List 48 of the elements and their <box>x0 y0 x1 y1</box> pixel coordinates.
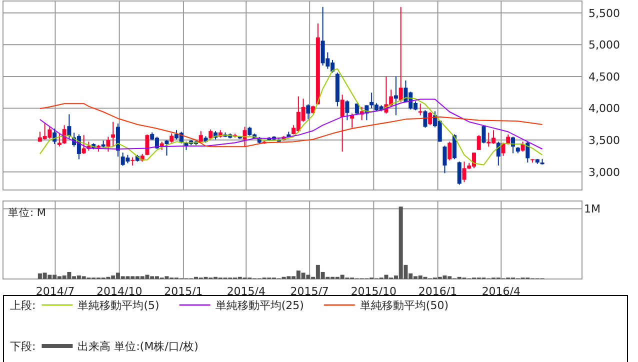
candlestick <box>354 103 359 116</box>
legend-label: 単純移動平均(50) <box>360 298 448 312</box>
y-tick-label: 5,500 <box>588 6 620 20</box>
candlestick <box>306 104 310 120</box>
y-tick-label: 1M <box>584 202 600 216</box>
candlestick <box>501 142 506 156</box>
x-tick-label: 2014/10 <box>96 284 142 298</box>
candlestick <box>242 126 247 148</box>
candlestick <box>394 76 398 116</box>
y-tick-label: 3,000 <box>588 166 620 179</box>
candlestick <box>423 110 428 128</box>
x-tick-label: 2014/7 <box>36 284 75 298</box>
legend-label: 単純移動平均(5) <box>78 298 160 312</box>
x-tick-label: 2016/4 <box>482 284 521 298</box>
x-tick-label: 2015/10 <box>350 284 397 298</box>
x-tick-label: 2015/7 <box>290 284 329 298</box>
candlestick <box>418 103 422 116</box>
x-tick-label: 2015/1 <box>164 284 203 298</box>
legend-title: 上段: <box>10 298 36 312</box>
candlestick <box>448 141 452 161</box>
legend-label: 出来高 単位:(M株/口/枚) <box>78 340 198 353</box>
legend-title: 下段: <box>10 340 36 353</box>
candlestick <box>457 161 462 186</box>
candlestick <box>67 114 72 139</box>
candlestick <box>106 136 110 152</box>
legend: 下段: 出来高 単位:(M株/口/枚) <box>10 340 198 353</box>
legend-label: 単純移動平均(25) <box>215 298 304 312</box>
x-tick-label: 2015/4 <box>226 284 266 298</box>
candlestick <box>520 141 525 152</box>
candlestick <box>526 141 530 164</box>
candlestick <box>398 6 403 102</box>
y-tick-label: 3,500 <box>588 134 620 147</box>
candlestick <box>452 134 456 160</box>
y-tick-label: 4,000 <box>588 102 620 116</box>
candlestick <box>496 141 500 166</box>
candlestick <box>482 124 486 144</box>
x-tick-label: 2016/1 <box>418 284 458 298</box>
y-tick-label: 4,500 <box>588 70 620 84</box>
candlestick <box>170 132 174 144</box>
y-tick-label: 5,000 <box>588 38 620 52</box>
candlestick <box>164 140 169 156</box>
candlestick <box>506 134 510 145</box>
candlestick <box>345 100 350 121</box>
candlestick <box>442 145 447 174</box>
candlestick <box>145 134 150 156</box>
candlestick <box>340 94 344 152</box>
y-axis-title: 単位: M <box>8 206 46 219</box>
candlestick <box>476 134 481 150</box>
